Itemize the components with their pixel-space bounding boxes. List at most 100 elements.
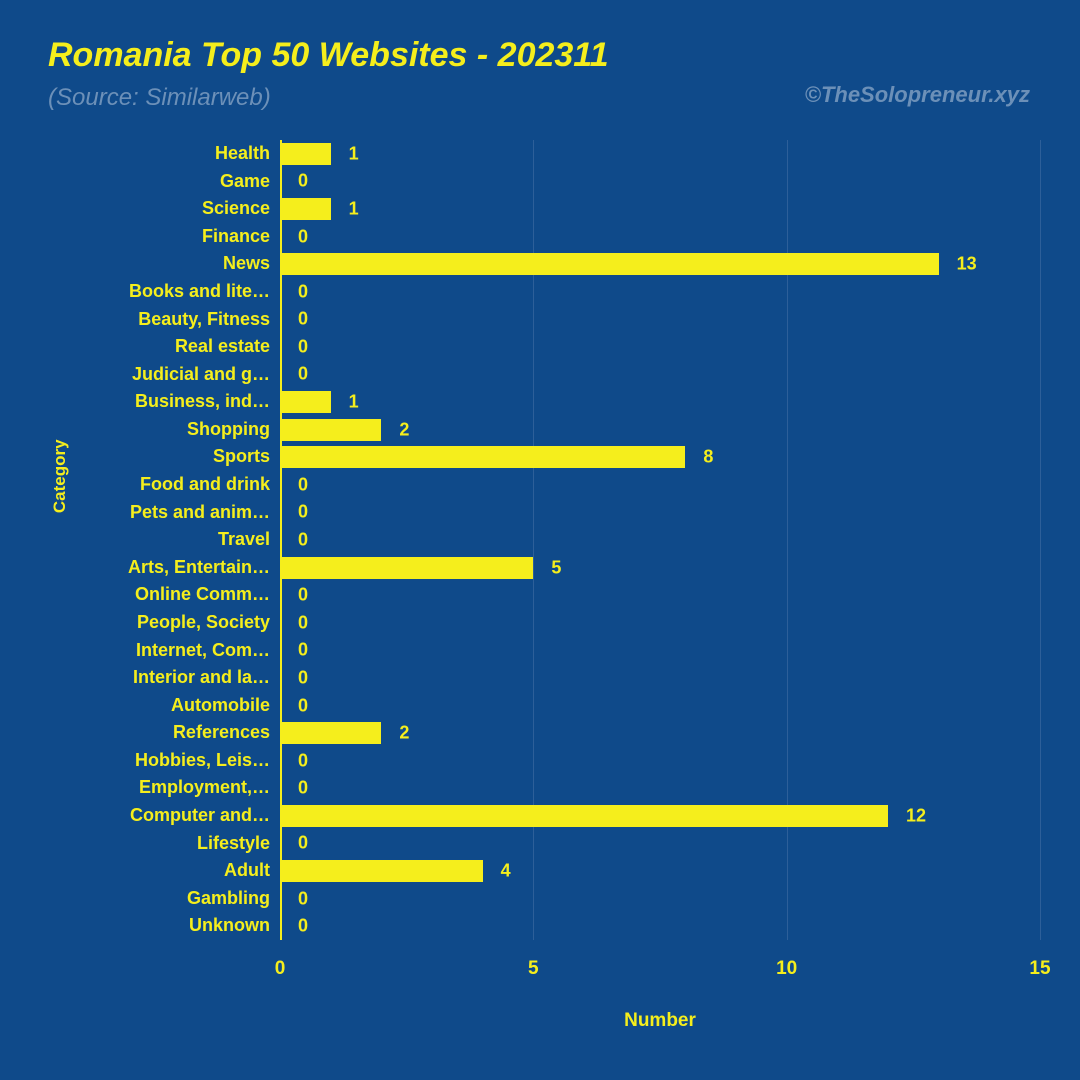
category-label: Sports <box>213 443 280 471</box>
bar-row: Game0 <box>280 168 1040 196</box>
bar-row: Employment,…0 <box>280 774 1040 802</box>
bar-row: Shopping2 <box>280 416 1040 444</box>
bar <box>280 198 331 220</box>
bar-row: Business, ind…1 <box>280 388 1040 416</box>
category-label: Food and drink <box>140 471 280 499</box>
bar-value: 0 <box>298 612 308 633</box>
category-label: Health <box>215 140 280 168</box>
bar-row: Automobile0 <box>280 692 1040 720</box>
chart-root: Romania Top 50 Websites - 202311 (Source:… <box>0 0 1080 1080</box>
bar-row: Finance0 <box>280 223 1040 251</box>
bar-value: 2 <box>399 419 409 440</box>
x-tick: 15 <box>1029 958 1050 980</box>
x-axis-label: Number <box>624 1010 696 1032</box>
chart-credit: ©TheSolopreneur.xyz <box>805 82 1030 108</box>
bar-row: Computer and…12 <box>280 802 1040 830</box>
bar-value: 0 <box>298 364 308 385</box>
bar-value: 0 <box>298 695 308 716</box>
bar-value: 0 <box>298 336 308 357</box>
category-label: Shopping <box>187 416 280 444</box>
bar-value: 0 <box>298 529 308 550</box>
bar-row: Internet, Com…0 <box>280 637 1040 665</box>
bar-row: Real estate0 <box>280 333 1040 361</box>
bar-row: Arts, Entertain…5 <box>280 554 1040 582</box>
chart-title: Romania Top 50 Websites - 202311 <box>48 36 609 75</box>
bar-value: 4 <box>501 861 511 882</box>
x-tick: 0 <box>275 958 286 980</box>
bar <box>280 419 381 441</box>
grid-line <box>1040 140 1041 940</box>
bar-row: Interior and la…0 <box>280 664 1040 692</box>
category-label: Travel <box>218 526 280 554</box>
bar <box>280 860 483 882</box>
bar <box>280 143 331 165</box>
category-label: Automobile <box>171 692 280 720</box>
category-label: People, Society <box>137 609 280 637</box>
bar-row: Unknown0 <box>280 912 1040 940</box>
category-label: Unknown <box>189 912 280 940</box>
bar-value: 0 <box>298 833 308 854</box>
bar-value: 0 <box>298 888 308 909</box>
bar-row: Science1 <box>280 195 1040 223</box>
bar-row: References2 <box>280 719 1040 747</box>
bar-value: 5 <box>551 557 561 578</box>
bar-row: Travel0 <box>280 526 1040 554</box>
bar-value: 0 <box>298 281 308 302</box>
category-label: Interior and la… <box>133 664 280 692</box>
bar-value: 8 <box>703 447 713 468</box>
bar-value: 13 <box>957 254 977 275</box>
bar-row: Health1 <box>280 140 1040 168</box>
category-label: Adult <box>224 857 280 885</box>
bar-value: 0 <box>298 226 308 247</box>
bar <box>280 805 888 827</box>
bar <box>280 391 331 413</box>
bar-value: 0 <box>298 171 308 192</box>
category-label: Internet, Com… <box>136 637 280 665</box>
bar-value: 1 <box>349 392 359 413</box>
category-label: Game <box>220 168 280 196</box>
category-label: Finance <box>202 223 280 251</box>
category-label: Employment,… <box>139 774 280 802</box>
bar <box>280 253 939 275</box>
category-label: Business, ind… <box>135 388 280 416</box>
bar-row: Books and lite…0 <box>280 278 1040 306</box>
bar-value: 0 <box>298 585 308 606</box>
chart-subtitle: (Source: Similarweb) <box>48 84 271 112</box>
bar-value: 0 <box>298 778 308 799</box>
bar-row: Beauty, Fitness0 <box>280 306 1040 334</box>
y-axis-label: Category <box>50 439 70 513</box>
category-label: Gambling <box>187 885 280 913</box>
category-label: References <box>173 719 280 747</box>
bar-row: People, Society0 <box>280 609 1040 637</box>
plot-area: Health1Game0Science1Finance0News13Books … <box>280 140 1040 940</box>
bar-row: Gambling0 <box>280 885 1040 913</box>
category-label: Hobbies, Leis… <box>135 747 280 775</box>
bar-value: 2 <box>399 723 409 744</box>
bar-value: 0 <box>298 474 308 495</box>
bar-value: 0 <box>298 667 308 688</box>
bar-row: Adult4 <box>280 857 1040 885</box>
bar-value: 1 <box>349 143 359 164</box>
x-tick: 5 <box>528 958 539 980</box>
category-label: Science <box>202 195 280 223</box>
bar-row: Judicial and g…0 <box>280 361 1040 389</box>
bar <box>280 446 685 468</box>
category-label: Arts, Entertain… <box>128 554 280 582</box>
category-label: Pets and anim… <box>130 499 280 527</box>
bar-value: 1 <box>349 198 359 219</box>
category-label: News <box>223 250 280 278</box>
category-label: Lifestyle <box>197 830 280 858</box>
category-label: Books and lite… <box>129 278 280 306</box>
bar-value: 12 <box>906 805 926 826</box>
x-tick: 10 <box>776 958 797 980</box>
bar-row: Lifestyle0 <box>280 830 1040 858</box>
category-label: Judicial and g… <box>132 361 280 389</box>
bar-row: Pets and anim…0 <box>280 499 1040 527</box>
bar-value: 0 <box>298 309 308 330</box>
bar-value: 0 <box>298 502 308 523</box>
category-label: Beauty, Fitness <box>138 306 280 334</box>
bar-value: 0 <box>298 640 308 661</box>
bar <box>280 557 533 579</box>
bar-value: 0 <box>298 750 308 771</box>
category-label: Online Comm… <box>135 581 280 609</box>
